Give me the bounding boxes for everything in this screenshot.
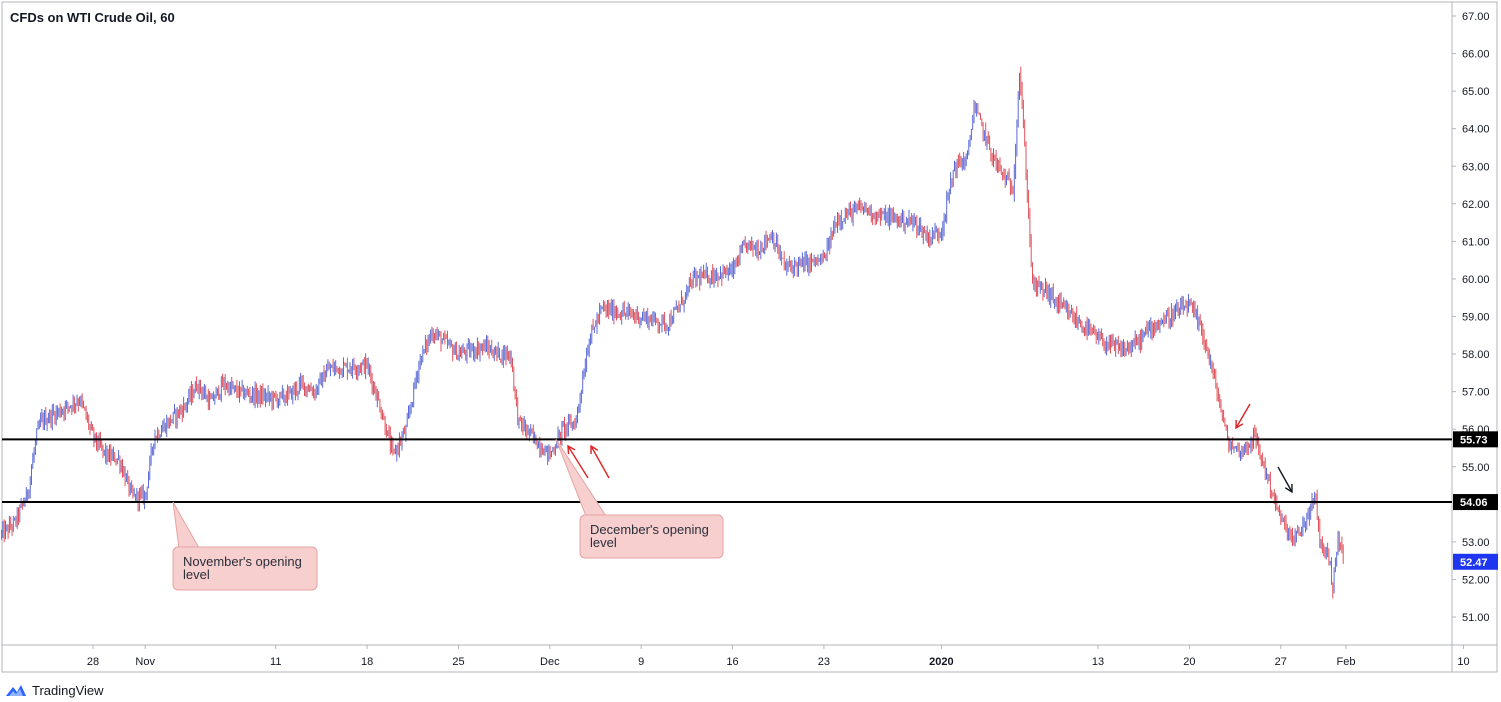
arrow-annotations <box>567 403 1293 494</box>
callout-box <box>579 514 724 559</box>
callout-box <box>172 546 318 591</box>
tradingview-name: TradingView <box>32 682 104 698</box>
time-tick-label: 18 <box>361 656 373 668</box>
price-tick-label: 66.00 <box>1462 49 1490 61</box>
arrow-annotation <box>1235 403 1251 430</box>
time-tick-label: 11 <box>270 656 281 668</box>
time-tick-label: Nov <box>135 656 155 668</box>
time-tick-label: 10 <box>1457 656 1469 668</box>
price-tick-label: 59.00 <box>1462 312 1490 324</box>
time-tick-label: 16 <box>726 656 738 668</box>
price-axis-labels: 55.73 54.06 52.47 <box>1453 431 1498 570</box>
price-series <box>1 66 1344 599</box>
tradingview-logo[interactable]: TradingView <box>4 680 104 700</box>
time-axis[interactable]: 28 Nov 11 18 25 Dec 9 16 23 2020 13 20 27 Feb 10 <box>87 645 1470 668</box>
time-tick-label: 2020 <box>929 656 953 668</box>
time-tick-label: 28 <box>87 656 99 668</box>
price-tick-label: 52.00 <box>1462 574 1490 586</box>
price-tick-label: 62.00 <box>1462 199 1490 211</box>
callout: November's opening level <box>172 501 318 591</box>
price-tick-label: 55.00 <box>1462 462 1490 474</box>
chart-title: CFDs on WTI Crude Oil, 60 <box>10 10 175 25</box>
level-price-tag <box>1453 494 1498 511</box>
time-tick-label: 27 <box>1275 656 1287 668</box>
callout-text: November's opening level <box>183 554 302 582</box>
level-price-label: 54.06 <box>1460 497 1488 509</box>
level-price-tag <box>1453 431 1498 448</box>
time-tick-label: 13 <box>1092 656 1104 668</box>
price-tick-label: 51.00 <box>1462 612 1490 624</box>
arrow-annotation <box>567 444 589 479</box>
callouts: November's opening level December's openin… <box>172 439 724 591</box>
price-tick-label: 63.00 <box>1462 161 1490 173</box>
tradingview-cloud-icon <box>6 685 26 696</box>
plot-frame <box>1 1 1498 673</box>
callout: December's opening level <box>555 439 724 559</box>
arrow-annotation <box>1277 466 1293 494</box>
price-tick-label: 64.00 <box>1462 124 1490 136</box>
time-tick-label: 20 <box>1183 656 1195 668</box>
price-tick-label: 60.00 <box>1462 274 1490 286</box>
price-tick-label: 61.00 <box>1462 236 1490 248</box>
arrow-annotation <box>590 444 610 479</box>
time-tick-label: 25 <box>452 656 464 668</box>
price-tick-label: 65.00 <box>1462 86 1490 98</box>
level-price-label: 55.73 <box>1460 434 1488 446</box>
last-price-tag <box>1453 553 1498 570</box>
callout-text: December's opening level <box>590 522 709 550</box>
time-tick-label: Dec <box>540 656 560 668</box>
time-tick-label: 9 <box>638 656 644 668</box>
price-tick-label: 53.00 <box>1462 537 1490 549</box>
last-price-label: 52.47 <box>1460 557 1488 569</box>
price-tick-label: 58.00 <box>1462 349 1490 361</box>
time-tick-label: 23 <box>818 656 830 668</box>
price-tick-label: 67.00 <box>1462 11 1490 23</box>
time-tick-label: Feb <box>1337 656 1356 668</box>
horizontal-levels[interactable] <box>2 438 1452 504</box>
price-tick-label: 57.00 <box>1462 387 1490 399</box>
price-axis[interactable]: 67.00 66.00 65.00 64.00 63.00 62.00 61.00 60.00… <box>1452 11 1490 624</box>
